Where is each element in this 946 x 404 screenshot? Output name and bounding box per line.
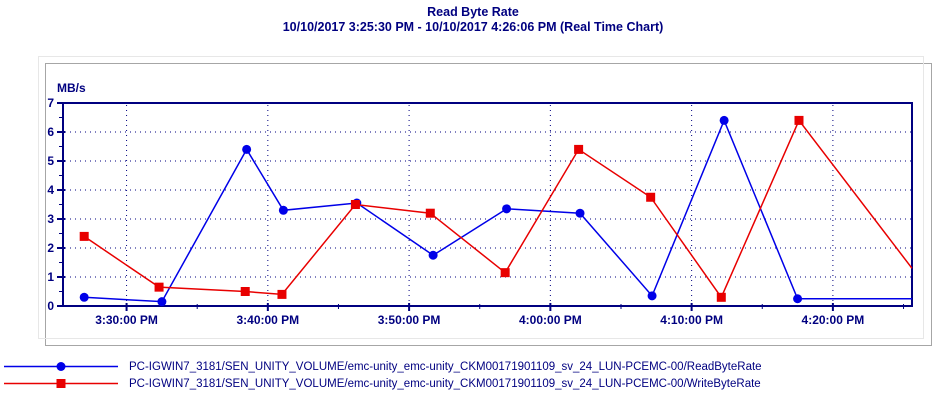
- read-series-key-icon: [4, 362, 118, 371]
- legend-item-readbyterate: PC-IGWIN7_3181/SEN_UNITY_VOLUME/emc-unit…: [2, 359, 762, 374]
- series-line-readbyterate: [84, 118, 912, 303]
- legend: PC-IGWIN7_3181/SEN_UNITY_VOLUME/emc-unit…: [2, 359, 762, 391]
- y-tick-label: 0: [47, 299, 54, 313]
- legend-item-writebyterate: PC-IGWIN7_3181/SEN_UNITY_VOLUME/emc-unit…: [2, 376, 762, 391]
- y-tick-label: 3: [47, 212, 54, 226]
- data-point-readbyterate: [157, 297, 167, 307]
- y-tick-label: 5: [47, 154, 54, 168]
- data-point-readbyterate: [428, 250, 438, 260]
- y-tick-label: 1: [47, 270, 54, 284]
- data-point-readbyterate: [719, 115, 729, 125]
- series-line-writebyterate: [83, 118, 913, 299]
- y-tick-label: 4: [47, 183, 54, 197]
- data-point-writebyterate: [574, 144, 584, 154]
- data-point-readbyterate: [79, 292, 89, 302]
- data-point-readbyterate: [242, 144, 252, 154]
- chart-header: Read Byte Rate 10/10/2017 3:25:30 PM - 1…: [0, 5, 946, 35]
- data-point-writebyterate: [716, 292, 726, 302]
- x-tick-label: 3:30:00 PM: [95, 313, 158, 327]
- x-tick-label: 4:20:00 PM: [802, 313, 865, 327]
- data-point-writebyterate: [646, 192, 656, 202]
- panel-shadow: [45, 63, 932, 346]
- y-tick-label: 2: [47, 241, 54, 255]
- data-point-writebyterate: [79, 231, 89, 241]
- data-point-writebyterate: [154, 282, 164, 292]
- data-point-readbyterate: [793, 294, 803, 304]
- data-point-readbyterate: [278, 205, 288, 215]
- x-tick-label: 4:00:00 PM: [519, 313, 582, 327]
- y-tick-label: 7: [47, 96, 54, 110]
- data-point-writebyterate: [277, 289, 287, 299]
- y-axis-unit-label: MB/s: [57, 81, 86, 95]
- data-point-writebyterate: [240, 287, 250, 296]
- data-point-writebyterate: [425, 208, 435, 218]
- x-tick-label: 3:50:00 PM: [378, 313, 441, 327]
- chart-panel: [38, 56, 924, 339]
- write-series-key-icon: [4, 379, 118, 388]
- y-tick-label: 6: [47, 125, 54, 139]
- legend-label-readbyterate: PC-IGWIN7_3181/SEN_UNITY_VOLUME/emc-unit…: [129, 360, 762, 373]
- data-point-writebyterate: [350, 200, 360, 209]
- data-point-writebyterate: [794, 115, 804, 125]
- data-point-readbyterate: [575, 208, 585, 218]
- data-point-writebyterate: [500, 268, 510, 278]
- data-point-readbyterate: [647, 291, 657, 301]
- plot-border: [62, 102, 913, 307]
- chart-title: Read Byte Rate: [427, 5, 519, 19]
- data-point-readbyterate: [502, 204, 512, 214]
- x-tick-label: 4:10:00 PM: [660, 313, 723, 327]
- chart-subtitle: 10/10/2017 3:25:30 PM - 10/10/2017 4:26:…: [282, 20, 664, 34]
- x-tick-label: 3:40:00 PM: [236, 313, 299, 327]
- legend-label-writebyterate: PC-IGWIN7_3181/SEN_UNITY_VOLUME/emc-unit…: [129, 377, 761, 390]
